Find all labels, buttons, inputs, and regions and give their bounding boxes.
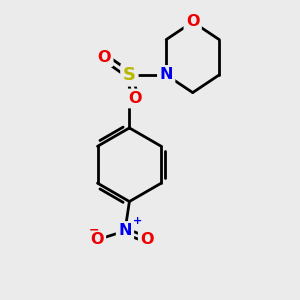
Text: S: S <box>123 66 136 84</box>
Text: O: O <box>186 14 200 29</box>
Text: O: O <box>140 232 154 247</box>
Text: O: O <box>128 91 142 106</box>
Text: O: O <box>98 50 111 65</box>
Text: +: + <box>133 217 142 226</box>
Text: O: O <box>90 232 104 247</box>
Text: N: N <box>118 224 132 238</box>
Text: −: − <box>89 223 99 236</box>
Text: N: N <box>159 68 173 82</box>
